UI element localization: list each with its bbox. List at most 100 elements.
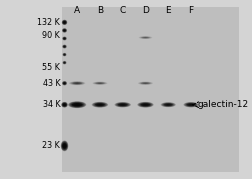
- Ellipse shape: [74, 104, 80, 106]
- Ellipse shape: [163, 103, 172, 106]
- Ellipse shape: [97, 104, 102, 106]
- Ellipse shape: [95, 82, 104, 84]
- Ellipse shape: [165, 104, 171, 106]
- Ellipse shape: [186, 103, 195, 106]
- Ellipse shape: [63, 53, 66, 56]
- Ellipse shape: [96, 103, 104, 106]
- Ellipse shape: [143, 104, 147, 105]
- Ellipse shape: [71, 82, 82, 84]
- Ellipse shape: [62, 103, 66, 106]
- Ellipse shape: [64, 30, 65, 31]
- Ellipse shape: [63, 21, 66, 24]
- Ellipse shape: [62, 45, 66, 48]
- Ellipse shape: [140, 82, 149, 84]
- Ellipse shape: [114, 102, 131, 107]
- Ellipse shape: [64, 62, 65, 63]
- Ellipse shape: [144, 37, 146, 38]
- Ellipse shape: [63, 144, 65, 147]
- Ellipse shape: [139, 82, 150, 84]
- Ellipse shape: [162, 103, 173, 107]
- Ellipse shape: [63, 103, 66, 106]
- Ellipse shape: [139, 82, 151, 85]
- Ellipse shape: [117, 103, 128, 107]
- Ellipse shape: [62, 29, 66, 32]
- Ellipse shape: [62, 45, 66, 48]
- Ellipse shape: [69, 102, 85, 108]
- Ellipse shape: [60, 141, 68, 151]
- Ellipse shape: [73, 103, 81, 106]
- Ellipse shape: [141, 37, 149, 38]
- Ellipse shape: [64, 83, 65, 84]
- Ellipse shape: [139, 103, 150, 107]
- Ellipse shape: [73, 82, 80, 84]
- Ellipse shape: [75, 83, 79, 84]
- Ellipse shape: [76, 83, 78, 84]
- Ellipse shape: [189, 104, 192, 105]
- Ellipse shape: [63, 29, 66, 32]
- Ellipse shape: [141, 82, 149, 84]
- Ellipse shape: [62, 82, 66, 85]
- Ellipse shape: [64, 38, 65, 39]
- Ellipse shape: [62, 21, 66, 24]
- Ellipse shape: [139, 36, 151, 39]
- Text: A: A: [74, 6, 80, 15]
- Ellipse shape: [64, 54, 65, 55]
- Ellipse shape: [142, 83, 148, 84]
- Ellipse shape: [62, 82, 66, 85]
- Ellipse shape: [62, 45, 66, 48]
- Ellipse shape: [62, 21, 66, 24]
- Ellipse shape: [62, 20, 67, 25]
- Ellipse shape: [118, 103, 126, 106]
- Ellipse shape: [91, 102, 108, 108]
- Ellipse shape: [98, 83, 101, 84]
- Ellipse shape: [64, 54, 65, 55]
- Ellipse shape: [63, 37, 66, 40]
- Ellipse shape: [63, 21, 66, 23]
- Ellipse shape: [63, 37, 66, 40]
- Ellipse shape: [64, 38, 65, 39]
- Ellipse shape: [140, 37, 149, 38]
- Ellipse shape: [188, 104, 193, 106]
- Ellipse shape: [115, 102, 129, 107]
- Ellipse shape: [64, 22, 65, 23]
- Bar: [62, 7, 238, 172]
- Ellipse shape: [63, 82, 66, 84]
- Ellipse shape: [97, 83, 102, 84]
- Ellipse shape: [72, 82, 82, 84]
- Ellipse shape: [62, 143, 67, 149]
- Ellipse shape: [143, 37, 147, 38]
- Ellipse shape: [72, 103, 82, 107]
- Ellipse shape: [61, 141, 68, 151]
- Ellipse shape: [120, 104, 124, 105]
- Ellipse shape: [63, 104, 65, 106]
- Ellipse shape: [143, 83, 147, 84]
- Ellipse shape: [62, 61, 66, 64]
- Ellipse shape: [63, 29, 66, 32]
- Ellipse shape: [64, 83, 65, 84]
- Ellipse shape: [186, 103, 194, 106]
- Ellipse shape: [62, 20, 66, 24]
- Ellipse shape: [141, 37, 149, 38]
- Ellipse shape: [61, 102, 67, 107]
- Ellipse shape: [64, 54, 65, 55]
- Ellipse shape: [62, 81, 67, 85]
- Ellipse shape: [64, 46, 65, 47]
- Ellipse shape: [63, 61, 66, 64]
- Ellipse shape: [63, 45, 66, 47]
- Ellipse shape: [63, 45, 66, 48]
- Ellipse shape: [62, 103, 67, 107]
- Ellipse shape: [75, 104, 78, 105]
- Ellipse shape: [70, 82, 84, 85]
- Ellipse shape: [140, 103, 150, 106]
- Ellipse shape: [164, 103, 171, 106]
- Ellipse shape: [93, 102, 106, 107]
- Ellipse shape: [117, 103, 127, 106]
- Ellipse shape: [140, 103, 150, 106]
- Ellipse shape: [63, 53, 66, 56]
- Ellipse shape: [62, 81, 66, 85]
- Ellipse shape: [71, 103, 82, 106]
- Ellipse shape: [62, 29, 66, 32]
- Ellipse shape: [64, 22, 65, 23]
- Ellipse shape: [137, 82, 152, 85]
- Ellipse shape: [95, 103, 104, 106]
